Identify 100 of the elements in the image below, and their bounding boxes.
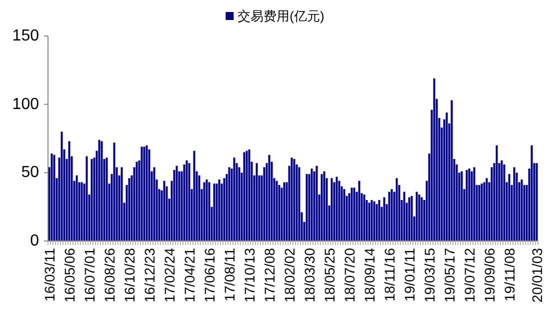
bar [76, 175, 78, 241]
bar [418, 194, 420, 241]
bar [298, 167, 300, 241]
x-tick-label: 19/05/17 [441, 248, 458, 302]
bar [420, 197, 423, 241]
bar [473, 167, 476, 241]
bar [503, 164, 506, 241]
bar [470, 171, 473, 241]
x-tick-label: 18/02/02 [281, 248, 298, 302]
x-tick-label: 16/03/11 [41, 248, 58, 302]
x-tick-label: 19/11/08 [501, 248, 518, 302]
bar [353, 188, 356, 241]
x-tick-label: 18/11/16 [381, 248, 398, 302]
bar [203, 182, 206, 241]
bar [460, 171, 463, 241]
bar [306, 174, 308, 241]
bar [176, 166, 178, 241]
bar [186, 160, 188, 241]
bar [446, 112, 448, 241]
bar [228, 167, 230, 241]
bar [90, 159, 93, 241]
x-tick-label: 18/03/30 [301, 248, 318, 302]
bar [486, 178, 488, 241]
bar [536, 163, 538, 241]
bar [140, 146, 143, 241]
bar [80, 182, 83, 241]
y-tick-label: 150 [12, 28, 40, 44]
bar [278, 184, 280, 241]
bar [98, 140, 100, 241]
bar [376, 204, 378, 241]
bar [343, 189, 346, 241]
bar [143, 146, 146, 241]
bar [390, 189, 393, 241]
bar [50, 154, 53, 241]
bar [163, 180, 166, 241]
bar [513, 167, 516, 241]
bar [53, 154, 56, 241]
bar [246, 150, 248, 241]
bar [316, 166, 318, 241]
x-tick-label: 16/05/06 [61, 248, 78, 302]
x-tick-label: 18/05/25 [321, 248, 338, 302]
legend-label: 交易费用(亿元) [238, 8, 324, 24]
bar [208, 182, 210, 241]
bar [120, 167, 123, 241]
bar [198, 175, 200, 241]
x-tick-label: 17/12/08 [261, 248, 278, 302]
bar [136, 162, 138, 241]
x-tick-label: 18/07/20 [341, 248, 358, 302]
y-tick-label: 50 [21, 164, 40, 182]
bar [450, 100, 453, 241]
bar [408, 197, 410, 241]
bar [248, 149, 250, 241]
bar [433, 78, 436, 241]
x-tick-label: 19/03/15 [421, 248, 438, 302]
x-tick-label: 16/12/23 [141, 248, 158, 302]
x-tick-label: 16/10/28 [121, 248, 138, 302]
bar [213, 184, 216, 241]
x-tick-label: 16/07/01 [81, 248, 98, 302]
bar [256, 163, 258, 241]
bar [500, 160, 503, 241]
bar [268, 154, 270, 241]
bar [86, 156, 88, 241]
bar [183, 164, 186, 241]
bar [310, 168, 313, 241]
bar [223, 178, 226, 241]
bar [153, 167, 156, 241]
bar [383, 197, 386, 241]
bar [410, 196, 413, 241]
bar [283, 182, 286, 241]
bar [466, 170, 468, 241]
bar [188, 163, 190, 241]
bar [373, 201, 376, 241]
bar [496, 145, 498, 241]
bar [100, 141, 103, 241]
bar [68, 141, 70, 241]
x-tick-label: 19/09/06 [481, 248, 498, 302]
bar [388, 192, 390, 241]
bar [238, 167, 240, 241]
bar [290, 158, 293, 241]
bar [263, 167, 266, 241]
bar [480, 184, 483, 241]
x-tick-label: 19/01/11 [401, 248, 418, 302]
bar [323, 171, 326, 241]
bar [370, 200, 373, 241]
bar [403, 192, 406, 241]
x-tick-label: 20/01/03 [528, 248, 545, 302]
x-tick-label: 17/06/16 [201, 248, 218, 302]
bar [60, 132, 63, 241]
bar [468, 168, 470, 241]
bar [336, 176, 338, 241]
bar [363, 194, 366, 241]
bar [508, 174, 510, 241]
bar [148, 149, 150, 241]
bar [218, 180, 220, 241]
x-tick-label: 19/07/12 [461, 248, 478, 302]
bar [483, 182, 486, 241]
bar [293, 159, 296, 241]
bar [320, 174, 323, 241]
bar [520, 180, 523, 241]
bar [146, 145, 148, 241]
